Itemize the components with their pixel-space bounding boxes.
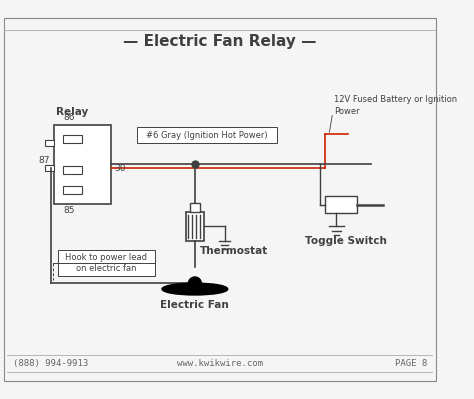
- Bar: [57, 250, 155, 276]
- Text: PAGE 8: PAGE 8: [394, 359, 427, 368]
- Bar: [46, 165, 54, 172]
- Text: Electric Fan: Electric Fan: [161, 300, 229, 310]
- Text: Relay: Relay: [55, 107, 88, 117]
- Bar: [190, 203, 200, 212]
- Bar: [63, 166, 82, 174]
- Text: #6 Gray (Ignition Hot Power): #6 Gray (Ignition Hot Power): [146, 130, 268, 140]
- Bar: [54, 125, 111, 203]
- Circle shape: [188, 277, 201, 290]
- Text: (888) 994-9913: (888) 994-9913: [13, 359, 88, 368]
- Bar: [63, 135, 82, 143]
- Ellipse shape: [163, 283, 228, 294]
- Text: 85: 85: [63, 206, 74, 215]
- Text: 12V Fused Battery or Ignition
Power: 12V Fused Battery or Ignition Power: [334, 95, 457, 116]
- Text: Thermostat: Thermostat: [200, 246, 268, 257]
- Text: 30: 30: [114, 164, 126, 173]
- Text: Toggle Switch: Toggle Switch: [305, 236, 387, 246]
- Text: Hook to power lead
on electric fan: Hook to power lead on electric fan: [65, 253, 147, 273]
- Text: 87: 87: [38, 156, 50, 165]
- Bar: [46, 140, 54, 146]
- Bar: [325, 196, 357, 213]
- Bar: [137, 126, 276, 143]
- Text: — Electric Fan Relay —: — Electric Fan Relay —: [123, 34, 317, 49]
- Bar: [63, 186, 82, 194]
- Text: www.kwikwire.com: www.kwikwire.com: [177, 359, 263, 368]
- Bar: [186, 212, 204, 241]
- Text: 86: 86: [63, 113, 74, 122]
